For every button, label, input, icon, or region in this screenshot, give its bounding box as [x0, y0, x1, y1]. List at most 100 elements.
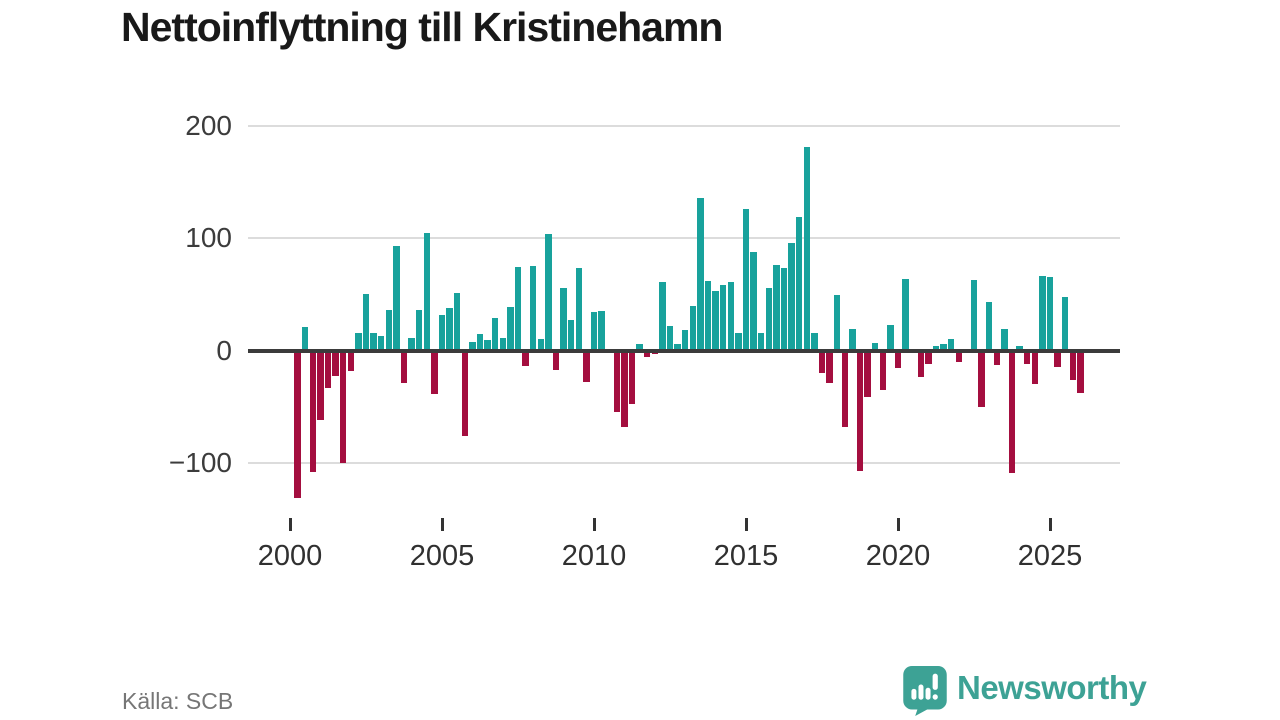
bar-negative — [978, 350, 985, 407]
bar-positive — [598, 311, 605, 351]
bar-positive — [742, 208, 750, 351]
bar-negative — [879, 350, 886, 390]
x-axis-label: 2020 — [865, 540, 931, 572]
bar-positive — [492, 317, 499, 351]
bar-negative — [583, 350, 590, 382]
bar-positive — [636, 343, 643, 351]
bar-positive — [514, 267, 522, 351]
bar-positive — [940, 343, 947, 351]
gridline-y-200 — [248, 124, 1120, 127]
bar-positive — [355, 332, 362, 351]
bar-positive — [750, 251, 757, 351]
bar-negative — [826, 350, 833, 384]
x-axis-tick — [592, 518, 596, 531]
bar-negative — [993, 350, 1000, 366]
bar-negative — [431, 350, 438, 395]
bar-positive — [834, 295, 841, 351]
bar-positive — [932, 346, 940, 351]
bar-positive — [689, 305, 696, 351]
newsworthy-logo-icon — [903, 666, 947, 716]
bar-positive — [362, 294, 370, 351]
bar-positive — [530, 266, 537, 351]
newsworthy-wordmark: Newsworthy — [957, 669, 1147, 706]
bar-negative — [818, 350, 826, 373]
bar-positive — [1039, 276, 1046, 351]
bar-positive — [727, 281, 734, 351]
bar-positive — [697, 197, 704, 351]
bar-positive — [849, 329, 856, 351]
source-caption: Källa: SCB — [122, 688, 234, 714]
bar-positive — [302, 326, 309, 351]
bar-positive — [484, 340, 491, 351]
bar-positive — [986, 302, 993, 351]
bar-negative — [841, 350, 848, 427]
bar-negative — [613, 350, 620, 413]
bar-negative — [917, 350, 924, 378]
bar-positive — [393, 246, 400, 351]
bar-positive — [1001, 329, 1008, 351]
bar-negative — [1008, 350, 1016, 473]
bar-positive — [568, 320, 575, 351]
bar-positive — [666, 325, 674, 351]
gridline-y--100 — [248, 461, 1120, 464]
bar-negative — [864, 350, 871, 397]
bar-positive — [796, 216, 803, 351]
bar-positive — [446, 307, 453, 351]
y-axis-label: 100 — [185, 222, 232, 254]
x-axis-label: 2015 — [713, 540, 779, 572]
bar-negative — [309, 350, 316, 472]
x-axis-tick — [896, 518, 900, 531]
bar-positive — [423, 232, 430, 351]
bar-negative — [925, 350, 932, 364]
bar-positive — [704, 280, 712, 351]
bar-positive — [476, 333, 484, 351]
bar-positive — [416, 310, 423, 351]
bar-negative — [628, 350, 636, 405]
bar-negative — [332, 350, 339, 377]
bar-negative — [1069, 350, 1076, 380]
bar-positive — [674, 343, 681, 351]
bar-negative — [461, 350, 468, 436]
x-axis-tick — [288, 518, 292, 531]
bar-positive — [438, 314, 446, 351]
bar-positive — [712, 290, 719, 351]
bar-positive — [788, 242, 795, 351]
bar-negative — [1054, 350, 1061, 368]
bar-negative — [324, 350, 332, 388]
x-axis-label: 2000 — [257, 540, 323, 572]
y-axis-label: 200 — [185, 109, 232, 141]
bar-negative — [1077, 350, 1084, 394]
bar-positive — [970, 279, 978, 351]
bar-negative — [955, 350, 962, 362]
bar-positive — [560, 287, 567, 351]
bar-positive — [948, 339, 955, 351]
bar-positive — [378, 335, 385, 351]
bar-positive — [1016, 346, 1023, 351]
zero-axis-line — [248, 348, 1120, 353]
bar-positive — [1046, 277, 1054, 351]
bar-positive — [682, 330, 689, 351]
bar-positive — [803, 147, 810, 351]
bar-positive — [811, 332, 818, 351]
bar-negative — [317, 350, 324, 421]
bar-positive — [659, 281, 666, 351]
bar-positive — [545, 233, 552, 351]
x-axis-tick — [744, 518, 748, 531]
bar-positive — [575, 268, 582, 351]
bar-negative — [644, 350, 651, 358]
bar-positive — [499, 338, 506, 351]
bar-positive — [469, 341, 476, 351]
bar-positive — [773, 265, 780, 351]
y-axis-label: −100 — [168, 446, 232, 478]
bar-positive — [1062, 296, 1069, 351]
bar-positive — [408, 338, 415, 351]
gridline-y-100 — [248, 237, 1120, 240]
bar-negative — [522, 350, 529, 367]
bar-negative — [400, 350, 408, 384]
bar-positive — [902, 278, 909, 351]
bar-positive — [537, 339, 544, 351]
bar-positive — [454, 293, 461, 351]
chart-title: Nettoinflyttning till Kristinehamn — [121, 4, 723, 50]
y-axis-label: 0 — [216, 334, 232, 366]
